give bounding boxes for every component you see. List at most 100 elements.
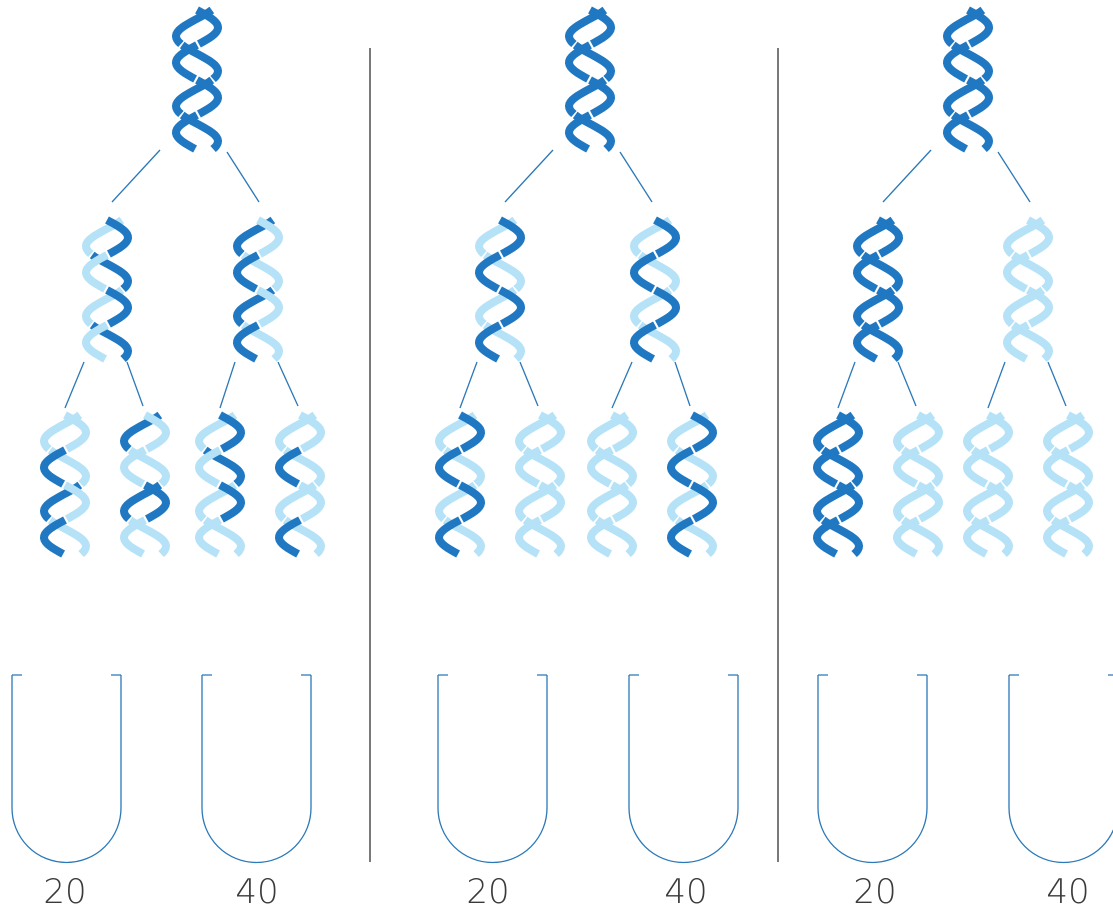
dna-strand	[612, 415, 633, 449]
dna-strand	[967, 450, 988, 484]
dna-strand	[817, 520, 838, 554]
tube-label: 40	[1046, 872, 1089, 905]
dna-strand	[590, 80, 611, 114]
dna-strand	[44, 450, 65, 484]
test-tube	[12, 675, 121, 862]
dna-strand	[591, 520, 612, 554]
branch-line	[278, 362, 298, 406]
dna-strand	[817, 450, 838, 484]
dna-strand	[519, 450, 540, 484]
dna-strand	[145, 485, 166, 519]
dna-strand	[65, 485, 86, 519]
dna-strand	[612, 485, 633, 519]
test-tube	[1009, 675, 1113, 862]
dna-strand	[279, 520, 300, 554]
dna-strand	[500, 290, 521, 324]
dna-strand	[1047, 450, 1068, 484]
dna-strand	[540, 415, 561, 449]
dna-strand	[145, 415, 166, 449]
dna-strand	[479, 325, 500, 359]
dna-strand	[838, 415, 859, 449]
tube-label: 40	[235, 872, 278, 905]
dna-strand	[107, 220, 128, 254]
dna-strand	[947, 115, 968, 149]
dna-strand	[220, 415, 241, 449]
dna-strand	[258, 290, 279, 324]
tube-label: 20	[43, 872, 86, 905]
dna-strand	[878, 220, 899, 254]
dna-strand	[519, 520, 540, 554]
dna-strand	[857, 325, 878, 359]
branch-line	[883, 150, 931, 202]
branch-line	[620, 152, 652, 202]
diagram: 20 40 20 40 20 40	[0, 0, 1113, 905]
dna-strand	[439, 520, 460, 554]
dna-strand	[878, 290, 899, 324]
dna-strand	[86, 325, 107, 359]
dna-strand	[197, 10, 218, 44]
dna-strand	[569, 45, 590, 79]
test-tube	[629, 675, 738, 862]
dna-strand	[460, 415, 481, 449]
dna-strand	[655, 290, 676, 324]
branch-line	[505, 150, 553, 202]
dna-strand	[479, 255, 500, 289]
dna-strand	[44, 520, 65, 554]
dna-strand	[199, 450, 220, 484]
dna-strand	[540, 485, 561, 519]
dna-strand	[220, 485, 241, 519]
dna-strand	[1028, 290, 1049, 324]
dna-strand	[124, 450, 145, 484]
dna-strand	[897, 450, 918, 484]
branch-line	[520, 362, 538, 406]
dna-strand	[857, 255, 878, 289]
dna-strand	[300, 485, 321, 519]
dna-strand	[279, 450, 300, 484]
test-tube	[438, 675, 547, 862]
dna-strand	[237, 325, 258, 359]
dna-strand	[692, 485, 713, 519]
dna-strand	[1047, 520, 1068, 554]
branch-line	[227, 152, 259, 202]
dna-strand	[569, 115, 590, 149]
dna-strand	[197, 80, 218, 114]
dna-strand	[1068, 485, 1089, 519]
branch-line	[898, 362, 916, 406]
dna-strand	[199, 520, 220, 554]
branch-line	[675, 362, 690, 406]
dna-strand	[107, 290, 128, 324]
dna-strand	[300, 415, 321, 449]
dna-strand	[671, 450, 692, 484]
dna-strand	[634, 255, 655, 289]
branch-line	[1048, 362, 1066, 406]
tube-label: 20	[853, 872, 896, 905]
dna-strand	[918, 485, 939, 519]
test-tube	[202, 675, 311, 862]
branch-line	[112, 150, 160, 202]
dna-strand	[591, 450, 612, 484]
dna-strand	[1028, 220, 1049, 254]
dna-strand	[634, 325, 655, 359]
dna-strand	[988, 485, 1009, 519]
dna-strand	[460, 485, 481, 519]
dna-strand	[947, 45, 968, 79]
dna-strand	[838, 485, 859, 519]
branch-line	[65, 362, 84, 408]
dna-strand	[500, 220, 521, 254]
branch-line	[988, 362, 1005, 408]
dna-strand	[176, 45, 197, 79]
dna-strand	[237, 255, 258, 289]
dna-strand	[918, 415, 939, 449]
dna-strand	[439, 450, 460, 484]
dna-strand	[258, 220, 279, 254]
dna-strand	[968, 10, 989, 44]
dna-strand	[1007, 255, 1028, 289]
dna-strand	[590, 10, 611, 44]
test-tube	[818, 675, 927, 862]
tube-label: 20	[466, 872, 509, 905]
tube-label: 40	[664, 872, 707, 905]
dna-strand	[655, 220, 676, 254]
dna-strand	[692, 415, 713, 449]
dna-strand	[967, 520, 988, 554]
dna-strand	[988, 415, 1009, 449]
